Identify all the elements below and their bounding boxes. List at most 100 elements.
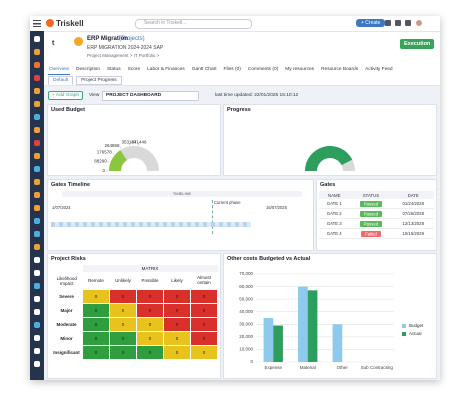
sidebar-icon[interactable] — [34, 140, 40, 146]
legend-swatch — [402, 332, 406, 336]
create-button[interactable]: + Create — [356, 19, 386, 27]
sidebar-icon[interactable] — [34, 296, 40, 302]
menu-icon — [33, 20, 41, 27]
gauge-tick — [119, 146, 122, 149]
project-type: (Projects) — [119, 36, 145, 42]
sidebar-icon[interactable] — [34, 283, 40, 289]
tab[interactable]: Activity Feed — [365, 67, 393, 72]
gate-text: 12/13/2028 — [402, 221, 424, 226]
sidebar-icon[interactable] — [34, 244, 40, 250]
gauge-tick-label: 441446 — [132, 140, 148, 145]
panel-title: Gates Timeline — [51, 182, 91, 188]
panel-title: Used Budget — [51, 107, 85, 113]
y-tick-label: 60,000 — [239, 284, 253, 289]
sidebar-icon[interactable] — [34, 114, 40, 120]
gate-text: 07/26/2028 — [402, 211, 424, 216]
spacer — [51, 265, 83, 272]
sidebar-icon[interactable] — [34, 192, 40, 198]
sidebar-icon[interactable] — [34, 75, 40, 81]
logo-mark — [46, 19, 54, 27]
gates-panel: Gates NAME STATUS DATE GATE 1 Passed 01/24/202… — [316, 179, 437, 251]
bar-chart: 0 10,000 20,000 30,000 40,000 50,000 60,000 70,… — [239, 271, 424, 370]
sidebar-icon[interactable] — [34, 62, 40, 68]
gate-cell: 07/26/2028 — [392, 209, 434, 219]
timeline-bar — [51, 222, 251, 227]
top-bar — [30, 16, 440, 32]
gate-cell: 01/24/2028 — [392, 199, 434, 209]
gauge-tick — [107, 161, 110, 163]
project-risks-panel: Project Risks MATRIX Likelihood Impact Remot… — [47, 253, 221, 379]
tab[interactable]: Resource Boards — [321, 67, 359, 72]
sidebar-icon[interactable] — [34, 127, 40, 133]
tab[interactable]: My resources — [285, 67, 315, 72]
project-title: ERP Migration — [87, 36, 128, 42]
gate-text: 10/15/2029 — [402, 231, 424, 236]
subtab[interactable]: Project Progress — [76, 76, 122, 85]
toolbar-icon[interactable] — [416, 20, 422, 26]
gate-cell: Passed — [349, 209, 392, 219]
impact-row: Moderate 0 0 0 0 0 — [51, 316, 218, 332]
toolbar-icon[interactable] — [385, 20, 391, 26]
sidebar-icon[interactable] — [34, 205, 40, 211]
gate-text: 01/24/2028 — [402, 201, 424, 206]
timeline-end: 16/07/2025 — [266, 205, 287, 210]
sidebar-icon[interactable] — [34, 322, 40, 328]
tab[interactable]: Labor & Finances — [147, 67, 185, 72]
legend-label: Actual — [409, 331, 422, 336]
other-costs-panel: Other costs Budgeted vs Actual 0 10,000 20,… — [223, 253, 437, 379]
search-placeholder: Search in Triskell... — [144, 20, 187, 26]
gate-status: Failed — [361, 230, 381, 237]
add-graph-button[interactable]: + Add Graph — [48, 91, 84, 100]
gate-cell: Passed — [349, 199, 392, 209]
gauge-chart — [305, 146, 355, 171]
bar — [298, 286, 308, 362]
tab[interactable]: Description — [76, 67, 100, 72]
sidebar-icon[interactable] — [34, 270, 40, 276]
y-tick-label: 10,000 — [239, 347, 253, 352]
tab[interactable]: Score — [127, 67, 141, 72]
sidebar-icon[interactable] — [34, 335, 40, 341]
sidebar-icon[interactable] — [34, 309, 40, 315]
risk-cell: 0 — [163, 288, 191, 304]
sidebar-icon[interactable] — [34, 101, 40, 107]
project-subtitle: ERP MIGRATION 2024-2024 SAP — [87, 45, 164, 51]
sidebar-icon[interactable] — [34, 348, 40, 354]
risk-cell: 0 — [163, 302, 191, 318]
impact-row: Severe 0 0 0 0 0 — [51, 288, 218, 304]
header-area — [44, 32, 440, 86]
toolbar-icon[interactable] — [395, 20, 401, 26]
risk-cell: 0 — [136, 288, 164, 304]
sidebar-icon[interactable] — [34, 153, 40, 159]
app-window: Triskell Search in Triskell... + Create t ER… — [30, 16, 440, 380]
gate-cell: 12/13/2028 — [392, 219, 434, 229]
search-box[interactable] — [135, 19, 252, 29]
gauge-tick-label: 353157 — [121, 140, 137, 145]
sidebar-icon[interactable] — [34, 257, 40, 263]
sidebar-icon[interactable] — [34, 49, 40, 55]
tab[interactable]: Overview — [48, 66, 70, 75]
tab[interactable]: Gantt Chart — [191, 67, 217, 72]
tab[interactable]: Status — [107, 67, 121, 72]
toolbar-icon[interactable] — [405, 20, 411, 26]
sidebar-icon[interactable] — [34, 36, 40, 42]
sidebar-icon[interactable] — [34, 231, 40, 237]
likelihood-label: Almost certain — [197, 275, 211, 286]
gates-header-row: NAME STATUS DATE — [319, 191, 434, 199]
breadcrumb: Project Management > IT Portfolio > — [87, 53, 160, 58]
gauge-value — [109, 150, 127, 171]
status-button[interactable]: Execution — [400, 39, 435, 49]
view-value: PROJECT DASHBOARD — [106, 93, 162, 98]
risk-cell: 0 — [109, 330, 137, 346]
sidebar-icon[interactable] — [34, 218, 40, 224]
used-budget-panel: Used Budget 0 88290 176578 264868 353157 44144… — [47, 104, 221, 176]
tab[interactable]: Files (0) — [223, 67, 241, 72]
sidebar-icon[interactable] — [34, 88, 40, 94]
view-select[interactable] — [102, 91, 199, 101]
sidebar-icon[interactable] — [34, 179, 40, 185]
tab[interactable]: Comments (0) — [247, 67, 279, 72]
risk-cell: 0 — [136, 330, 164, 346]
sidebar-icon[interactable] — [34, 361, 40, 367]
sidebar-icon[interactable] — [34, 166, 40, 172]
subtab[interactable]: Default — [48, 76, 74, 85]
